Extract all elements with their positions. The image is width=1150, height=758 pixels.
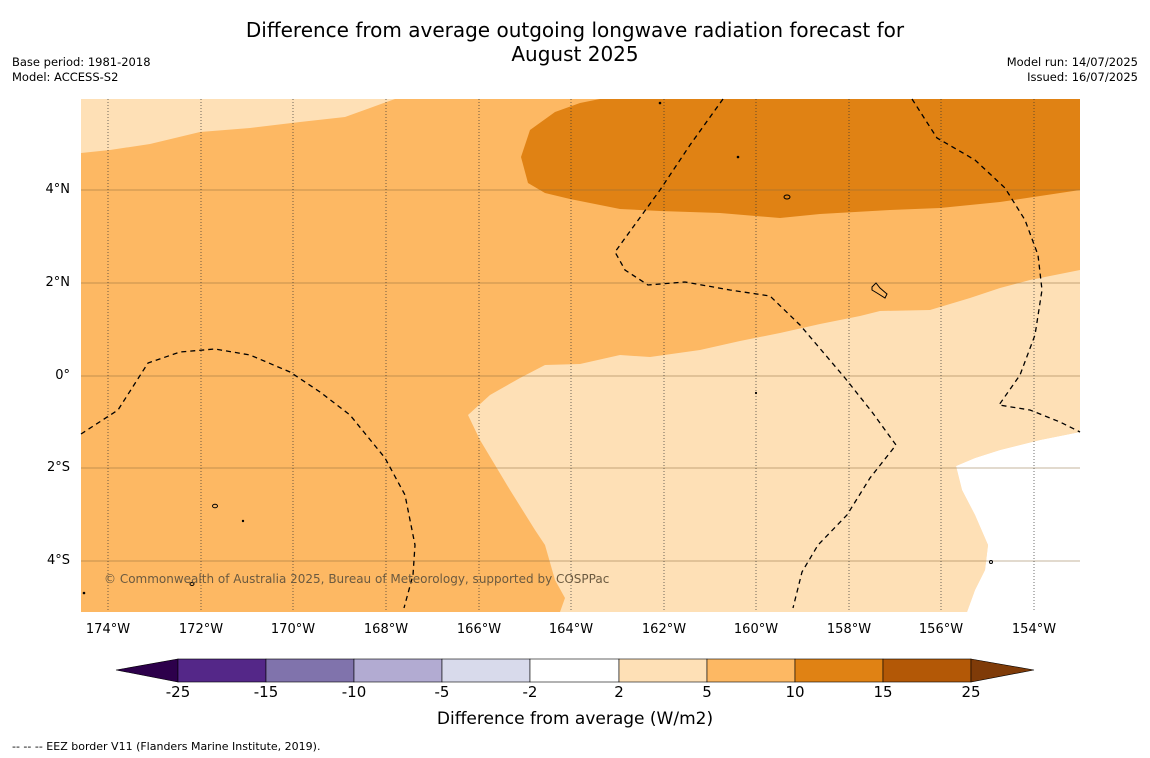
colorbar-label: 5	[702, 683, 712, 701]
colorbar-label: 15	[873, 683, 893, 701]
island-2	[212, 503, 218, 509]
x-tick-label: 160°W	[733, 622, 779, 637]
colorbar-bin-n5-n2	[441, 658, 531, 683]
colorbar-bin-2-5	[618, 658, 708, 683]
colorbar-label: -5	[434, 683, 450, 701]
model-run: Model run: 14/07/2025	[1006, 55, 1138, 69]
colorbar-extend-high	[970, 658, 1035, 683]
colorbar-label: -15	[253, 683, 279, 701]
x-tick-label: 154°W	[1011, 622, 1057, 637]
colorbar-bin-n25-n15	[177, 658, 267, 683]
eez-borders	[80, 98, 1081, 609]
contour-neutral-east	[956, 432, 1080, 612]
colorbar-bin-n2-2	[529, 658, 620, 683]
island-kiritimati	[871, 282, 888, 299]
colorbar-bin-5-10	[706, 658, 796, 683]
colorbar-bin-15-25	[882, 658, 972, 683]
island-1	[783, 194, 791, 200]
island-4	[658, 101, 662, 105]
title-line-1: Difference from average outgoing longwav…	[245, 18, 905, 42]
x-tick-label: 166°W	[456, 622, 502, 637]
gridlines	[81, 99, 1080, 612]
island-6	[754, 391, 758, 395]
island-3	[189, 582, 195, 586]
x-tick-label: 158°W	[826, 622, 872, 637]
eez-border-east	[911, 98, 1081, 433]
eez-border-central	[614, 98, 897, 609]
islands	[82, 101, 993, 595]
eez-border-legend: -- -- -- EEZ border V11 (Flanders Marine…	[12, 740, 321, 753]
eez-border-west	[80, 348, 416, 609]
y-tick-label: 4°S	[46, 553, 70, 568]
issued-date: Issued: 16/07/2025	[1027, 70, 1138, 84]
x-tick-label: 164°W	[548, 622, 594, 637]
model-name: Model: ACCESS-S2	[12, 70, 119, 84]
colorbar-label: 2	[614, 683, 624, 701]
colorbar-label: -25	[165, 683, 191, 701]
colorbar-label: -10	[341, 683, 367, 701]
y-tick-label: 2°S	[46, 460, 70, 475]
colorbar-bin-n15-n10	[265, 658, 355, 683]
y-tick-label: 0°	[55, 368, 70, 383]
contour-2-5-southeast	[468, 270, 1080, 612]
colorbar-label: 10	[785, 683, 805, 701]
x-tick-label: 168°W	[363, 622, 409, 637]
x-tick-label: 172°W	[178, 622, 224, 637]
y-tick-label: 4°N	[45, 182, 71, 197]
x-tick-label: 156°W	[918, 622, 964, 637]
y-tick-label: 2°N	[45, 275, 71, 290]
colorbar-label: -2	[522, 683, 538, 701]
title-line-2: August 2025	[511, 42, 639, 66]
island-5	[736, 155, 740, 159]
meta-right: Model run: 14/07/2025 Issued: 16/07/2025	[1007, 55, 1138, 85]
colorbar-bin-10-15	[794, 658, 884, 683]
copyright-notice: © Commonwealth of Australia 2025, Bureau…	[104, 572, 610, 586]
colorbar-title: Difference from average (W/m2)	[436, 709, 714, 729]
meta-left: Base period: 1981-2018 Model: ACCESS-S2	[12, 55, 151, 85]
x-tick-label: 162°W	[641, 622, 687, 637]
contour-10-15-north	[521, 99, 1080, 218]
colorbar-bin-n10-n5	[353, 658, 443, 683]
chart-title: Difference from average outgoing longwav…	[0, 18, 1150, 66]
base-period: Base period: 1981-2018	[12, 55, 151, 69]
island-7	[989, 560, 993, 564]
island-8	[241, 519, 245, 523]
x-tick-label: 170°W	[270, 622, 316, 637]
x-tick-label: 174°W	[85, 622, 131, 637]
contour-2-5-northwest	[81, 99, 395, 153]
colorbar-label: 25	[961, 683, 981, 701]
colorbar	[115, 658, 1035, 683]
island-9	[82, 591, 86, 595]
colorbar-extend-low	[115, 658, 179, 683]
map-panel	[80, 98, 1081, 612]
